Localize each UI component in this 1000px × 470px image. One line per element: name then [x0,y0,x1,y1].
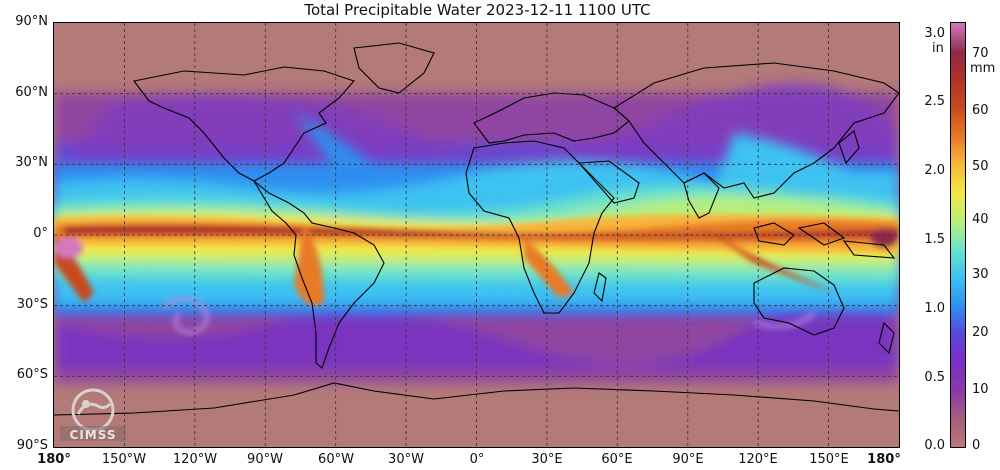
cimss-logo-text: CIMSS [69,428,117,442]
cb-mm-label-70: 70 [972,46,989,61]
lat-label-30n: 30°N [15,155,48,170]
cimss-emblem-icon [60,388,126,441]
cb-mm-label-0: 0 [972,438,981,453]
tpw-map [53,22,900,448]
cb-in-label-0.5: 0.5 [924,370,945,385]
lat-label-eq: 0° [33,226,48,241]
lon-label-120w: 120°W [172,452,218,467]
cb-mm-unit: mm [970,61,996,76]
cb-mm-label-60: 60 [972,103,989,118]
lon-label-150e: 150°E [809,452,849,467]
cb-mm-label-40: 40 [972,212,989,227]
lon-label-30w: 30°W [388,452,424,467]
cb-in-label-1.5: 1.5 [924,232,945,247]
cb-inch-unit: in [932,41,944,56]
cimss-logo: CIMSS [56,388,130,444]
lon-label-30e: 30°E [531,452,563,467]
lon-label-180w: 180° [37,452,71,467]
lon-label-180e: 180° [867,452,901,467]
lat-label-90n: 90°N [15,14,48,29]
map-title: Total Precipitable Water 2023-12-11 1100… [304,1,651,19]
lon-label-120e: 120°E [738,452,778,467]
cb-in-label-3.0: 3.0 [924,26,945,41]
lat-label-30s: 30°S [16,297,48,312]
lon-label-150w: 150°W [101,452,147,467]
lon-label-90w: 90°W [247,452,283,467]
cb-mm-label-10: 10 [972,382,989,397]
cb-mm-label-30: 30 [972,267,989,282]
cb-in-label-0.0: 0.0 [924,438,945,453]
cb-in-label-2.5: 2.5 [924,94,945,109]
cb-mm-label-50: 50 [972,159,989,174]
cb-in-label-1.0: 1.0 [924,301,945,316]
lat-label-90s: 90°S [16,438,48,453]
lat-label-60n: 60°N [15,85,48,100]
lon-label-60e: 60°E [601,452,633,467]
lon-label-90e: 90°E [672,452,704,467]
lat-label-60s: 60°S [16,367,48,382]
cb-in-label-2.0: 2.0 [924,163,945,178]
lon-label-60w: 60°W [318,452,354,467]
colorbar [950,22,966,448]
tpw-field [54,23,899,447]
cb-mm-label-20: 20 [972,325,989,340]
lon-label-0: 0° [469,452,485,467]
